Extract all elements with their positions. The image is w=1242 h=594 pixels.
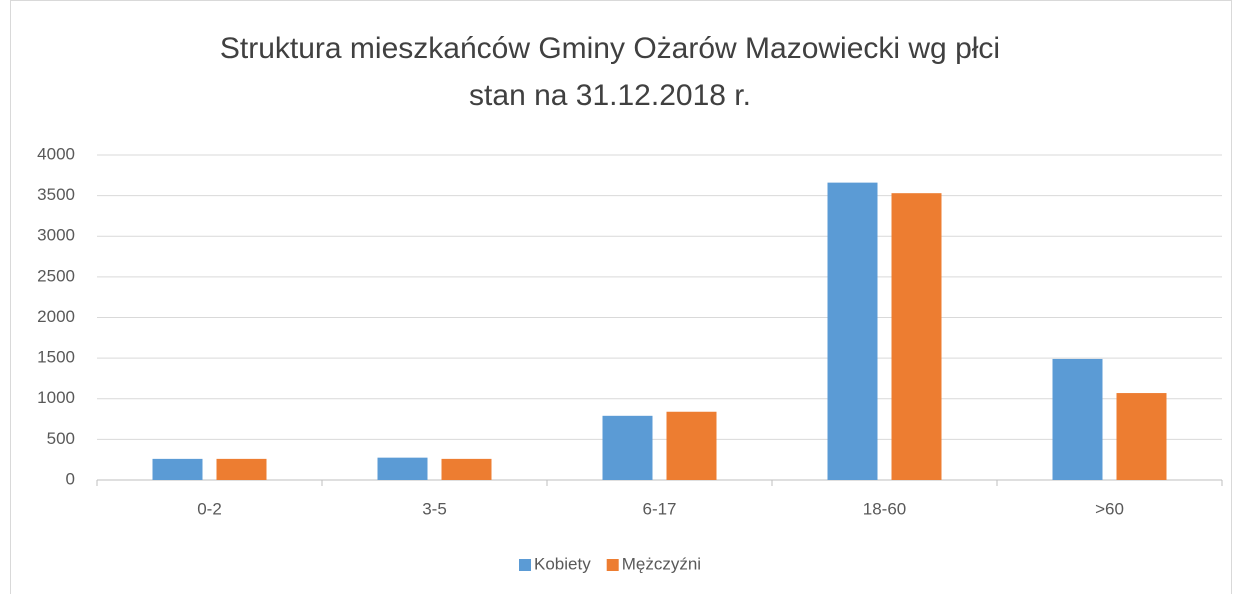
y-tick-label: 2000 bbox=[37, 307, 75, 326]
bar bbox=[377, 457, 428, 480]
y-tick-label: 4000 bbox=[37, 144, 75, 163]
y-tick-label: 3500 bbox=[37, 185, 75, 204]
legend-label: Kobiety bbox=[534, 554, 591, 573]
bar bbox=[152, 458, 203, 480]
legend-swatch bbox=[606, 559, 619, 571]
x-tick-label: 0-2 bbox=[197, 499, 222, 518]
x-tick-label: 6-17 bbox=[642, 499, 676, 518]
chart-subtitle: stan na 31.12.2018 r. bbox=[469, 79, 751, 112]
legend-label: Mężczyźni bbox=[622, 554, 701, 573]
chart-border bbox=[10, 0, 1232, 594]
y-tick-label: 3000 bbox=[37, 226, 75, 245]
y-tick-label: 1000 bbox=[37, 388, 75, 407]
bar bbox=[441, 458, 492, 480]
bar bbox=[1116, 393, 1167, 480]
y-tick-label: 2500 bbox=[37, 266, 75, 285]
legend-swatch bbox=[519, 559, 531, 571]
x-tick-label: 18-60 bbox=[863, 499, 906, 518]
bar bbox=[666, 411, 717, 480]
x-tick-label: >60 bbox=[1095, 499, 1124, 518]
y-tick-label: 1500 bbox=[37, 348, 75, 367]
bar bbox=[1052, 358, 1103, 480]
y-tick-label: 0 bbox=[66, 469, 75, 488]
y-tick-label: 500 bbox=[47, 429, 75, 448]
bar bbox=[827, 182, 878, 480]
bar bbox=[891, 193, 942, 480]
chart-title: Struktura mieszkańców Gminy Ożarów Mazow… bbox=[220, 32, 1000, 65]
bar bbox=[602, 415, 653, 480]
x-tick-label: 3-5 bbox=[422, 499, 447, 518]
bar bbox=[216, 458, 267, 480]
